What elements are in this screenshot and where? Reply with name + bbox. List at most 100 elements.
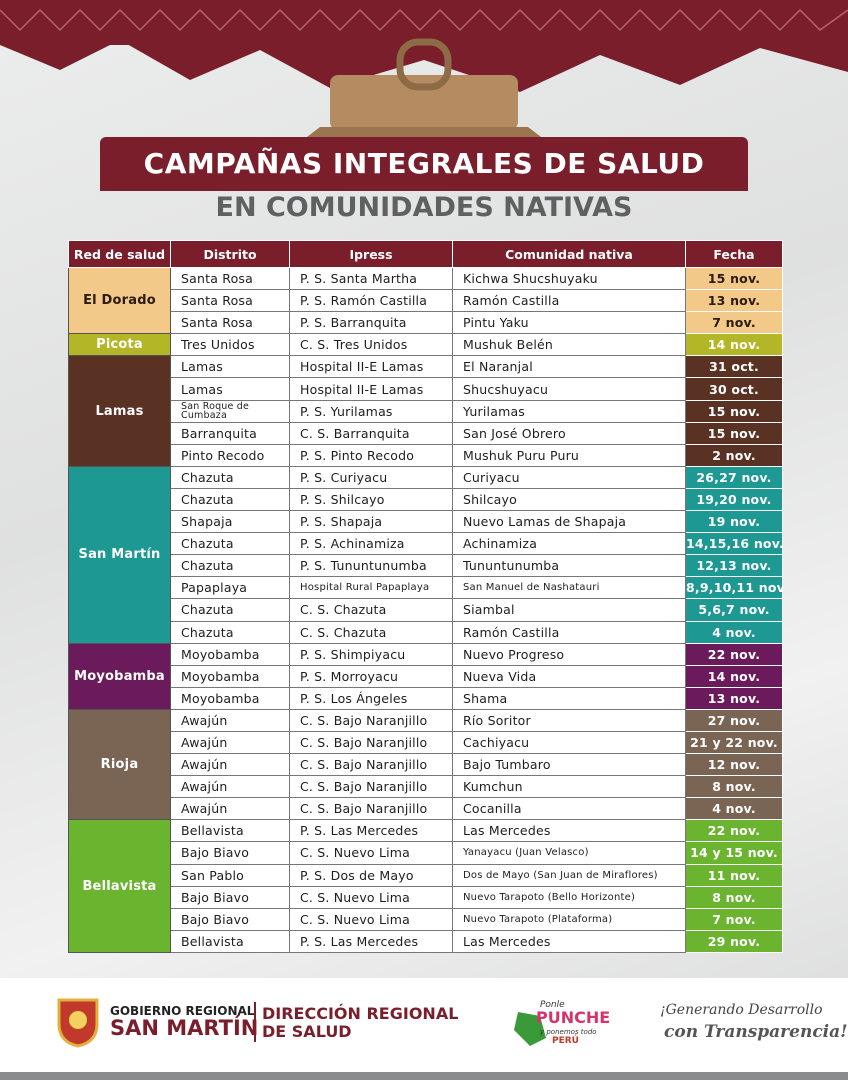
ipress-cell: C. S. Tres Unidos bbox=[289, 333, 453, 357]
network-cell: Moyobamba bbox=[68, 642, 171, 710]
date-cell: 15 nov. bbox=[685, 399, 783, 423]
table-row: Lamas Hospital II-E Lamas Shucshuyacu 30 oc… bbox=[69, 377, 783, 401]
column-header: Comunidad nativa bbox=[452, 240, 686, 268]
community-cell: Nuevo Tarapoto (Plataforma) bbox=[452, 907, 686, 931]
district-cell: San Pablo bbox=[170, 863, 290, 887]
district-cell: Chazuta bbox=[170, 620, 290, 644]
community-cell: Siambal bbox=[452, 598, 686, 622]
date-cell: 12 nov. bbox=[685, 753, 783, 777]
punche-big: PUNCHE bbox=[536, 1008, 611, 1027]
table-row: Chazuta P. S. Achinamiza Achinamiza 14,15,1… bbox=[69, 532, 783, 556]
date-cell: 4 nov. bbox=[685, 797, 783, 821]
ipress-cell: P. S. Tununtunumba bbox=[289, 554, 453, 578]
district-cell: Awajún bbox=[170, 797, 290, 821]
community-cell: Pintu Yaku bbox=[452, 311, 686, 335]
date-cell: 7 nov. bbox=[685, 907, 783, 931]
subtitle: EN COMUNIDADES NATIVAS bbox=[215, 192, 633, 223]
ipress-cell: P. S. Pinto Recodo bbox=[289, 443, 453, 467]
district-cell: Chazuta bbox=[170, 554, 290, 578]
community-cell: Las Mercedes bbox=[452, 819, 686, 843]
date-cell: 11 nov. bbox=[685, 863, 783, 887]
ipress-cell: C. S. Chazuta bbox=[289, 598, 453, 622]
district-cell: Chazuta bbox=[170, 532, 290, 556]
table-row: Santa Rosa P. S. Barranquita Pintu Yaku 7 n… bbox=[69, 311, 783, 335]
district-cell: Bajo Biavo bbox=[170, 907, 290, 931]
table-row: Awajún C. S. Bajo Naranjillo Kumchun 8 nov. bbox=[69, 775, 783, 799]
table-body: El Dorado Santa Rosa P. S. Santa Martha Kic… bbox=[68, 266, 783, 953]
community-cell: Las Mercedes bbox=[452, 929, 686, 953]
community-cell: Bajo Tumbaro bbox=[452, 753, 686, 777]
table-row: Bellavista Bellavista P. S. Las Mercedes La… bbox=[68, 819, 783, 953]
ipress-cell: Hospital II-E Lamas bbox=[289, 377, 453, 401]
network-cell: Rioja bbox=[68, 708, 171, 821]
punche-small: Ponle bbox=[540, 1000, 565, 1010]
district-cell: Santa Rosa bbox=[170, 266, 290, 291]
date-cell: 8 nov. bbox=[685, 885, 783, 909]
district-cell: Papaplaya bbox=[170, 576, 290, 600]
date-cell: 31 oct. bbox=[685, 355, 783, 379]
table-row: Bellavista P. S. Las Mercedes Las Mercedes… bbox=[69, 929, 783, 953]
community-cell: San José Obrero bbox=[452, 421, 686, 445]
district-cell: Barranquita bbox=[170, 421, 290, 445]
ipress-cell: C. S. Bajo Naranjillo bbox=[289, 730, 453, 755]
separator bbox=[254, 1002, 256, 1042]
district-cell: Awajún bbox=[170, 775, 290, 799]
date-cell: 14 nov. bbox=[685, 333, 783, 357]
community-cell: Dos de Mayo (San Juan de Miraflores) bbox=[452, 863, 686, 887]
gov-line2: SAN MARTÍN bbox=[110, 1016, 259, 1040]
column-header: Fecha bbox=[685, 240, 783, 268]
date-cell: 14 y 15 nov. bbox=[685, 841, 783, 865]
district-cell: Awajún bbox=[170, 753, 290, 777]
community-cell: Kumchun bbox=[452, 775, 686, 799]
header-row: Red de salud Distrito Ipress Comunidad nati… bbox=[68, 240, 783, 268]
district-cell: Moyobamba bbox=[170, 686, 290, 710]
district-cell: Bajo Biavo bbox=[170, 885, 290, 909]
column-header: Distrito bbox=[170, 240, 290, 268]
table-row: Chazuta C. S. Chazuta Ramón Castilla 4 nov. bbox=[69, 620, 783, 644]
date-cell: 22 nov. bbox=[685, 642, 783, 666]
date-cell: 22 nov. bbox=[685, 819, 783, 843]
community-cell: Cachiyacu bbox=[452, 730, 686, 755]
community-cell: Curiyacu bbox=[452, 465, 686, 489]
district-cell: Chazuta bbox=[170, 598, 290, 622]
ipress-cell: P. S. Los Ángeles bbox=[289, 686, 453, 710]
district-cell: Tres Unidos bbox=[170, 333, 290, 357]
column-header: Ipress bbox=[289, 240, 453, 268]
ipress-cell: C. S. Nuevo Lima bbox=[289, 841, 453, 865]
district-cell: San Roque de Cumbaza bbox=[170, 399, 290, 423]
date-cell: 7 nov. bbox=[685, 311, 783, 335]
ipress-cell: P. S. Achinamiza bbox=[289, 532, 453, 556]
community-cell: Nuevo Progreso bbox=[452, 642, 686, 666]
title-banner: CAMPAÑAS INTEGRALES DE SALUD bbox=[100, 137, 748, 191]
network-cell: San Martín bbox=[68, 465, 171, 644]
ipress-cell: C. S. Nuevo Lima bbox=[289, 885, 453, 909]
ipress-cell: P. S. Dos de Mayo bbox=[289, 863, 453, 887]
community-cell: Cocanilla bbox=[452, 797, 686, 821]
date-cell: 29 nov. bbox=[685, 929, 783, 953]
community-cell: Nuevo Tarapoto (Bello Horizonte) bbox=[452, 885, 686, 909]
ipress-cell: P. S. Las Mercedes bbox=[289, 819, 453, 843]
table-row: Awajún C. S. Bajo Naranjillo Cocanilla 4 no… bbox=[69, 797, 783, 821]
table-row: San Roque de Cumbaza P. S. Yurilamas Yuril… bbox=[69, 399, 783, 423]
district-cell: Lamas bbox=[170, 355, 290, 379]
community-cell: Yanayacu (Juan Velasco) bbox=[452, 841, 686, 865]
ipress-cell: C. S. Chazuta bbox=[289, 620, 453, 644]
date-cell: 13 nov. bbox=[685, 686, 783, 710]
ipress-cell: P. S. Morroyacu bbox=[289, 664, 453, 688]
table-row: Moyobamba P. S. Morroyacu Nueva Vida 14 nov… bbox=[69, 664, 783, 688]
community-cell: Ramón Castilla bbox=[452, 620, 686, 644]
ipress-cell: P. S. Shilcayo bbox=[289, 487, 453, 512]
ipress-cell: C. S. Bajo Naranjillo bbox=[289, 797, 453, 821]
community-cell: Mushuk Belén bbox=[452, 333, 686, 357]
table-row: Chazuta C. S. Chazuta Siambal 5,6,7 nov. bbox=[69, 598, 783, 622]
table-row: Barranquita C. S. Barranquita San José Obr… bbox=[69, 421, 783, 445]
ipress-cell: C. S. Bajo Naranjillo bbox=[289, 753, 453, 777]
footer: GOBIERNO REGIONAL SAN MARTÍN DIRECCIÓN R… bbox=[0, 978, 848, 1080]
ipress-cell: P. S. Yurilamas bbox=[289, 399, 453, 423]
ipress-cell: P. S. Barranquita bbox=[289, 311, 453, 335]
slogan-line1: ¡Generando Desarrollo bbox=[660, 1002, 823, 1018]
table-row: Rioja Awajún C. S. Bajo Naranjillo Río Sori… bbox=[68, 708, 783, 821]
community-cell: Nueva Vida bbox=[452, 664, 686, 688]
date-cell: 15 nov. bbox=[685, 266, 783, 291]
